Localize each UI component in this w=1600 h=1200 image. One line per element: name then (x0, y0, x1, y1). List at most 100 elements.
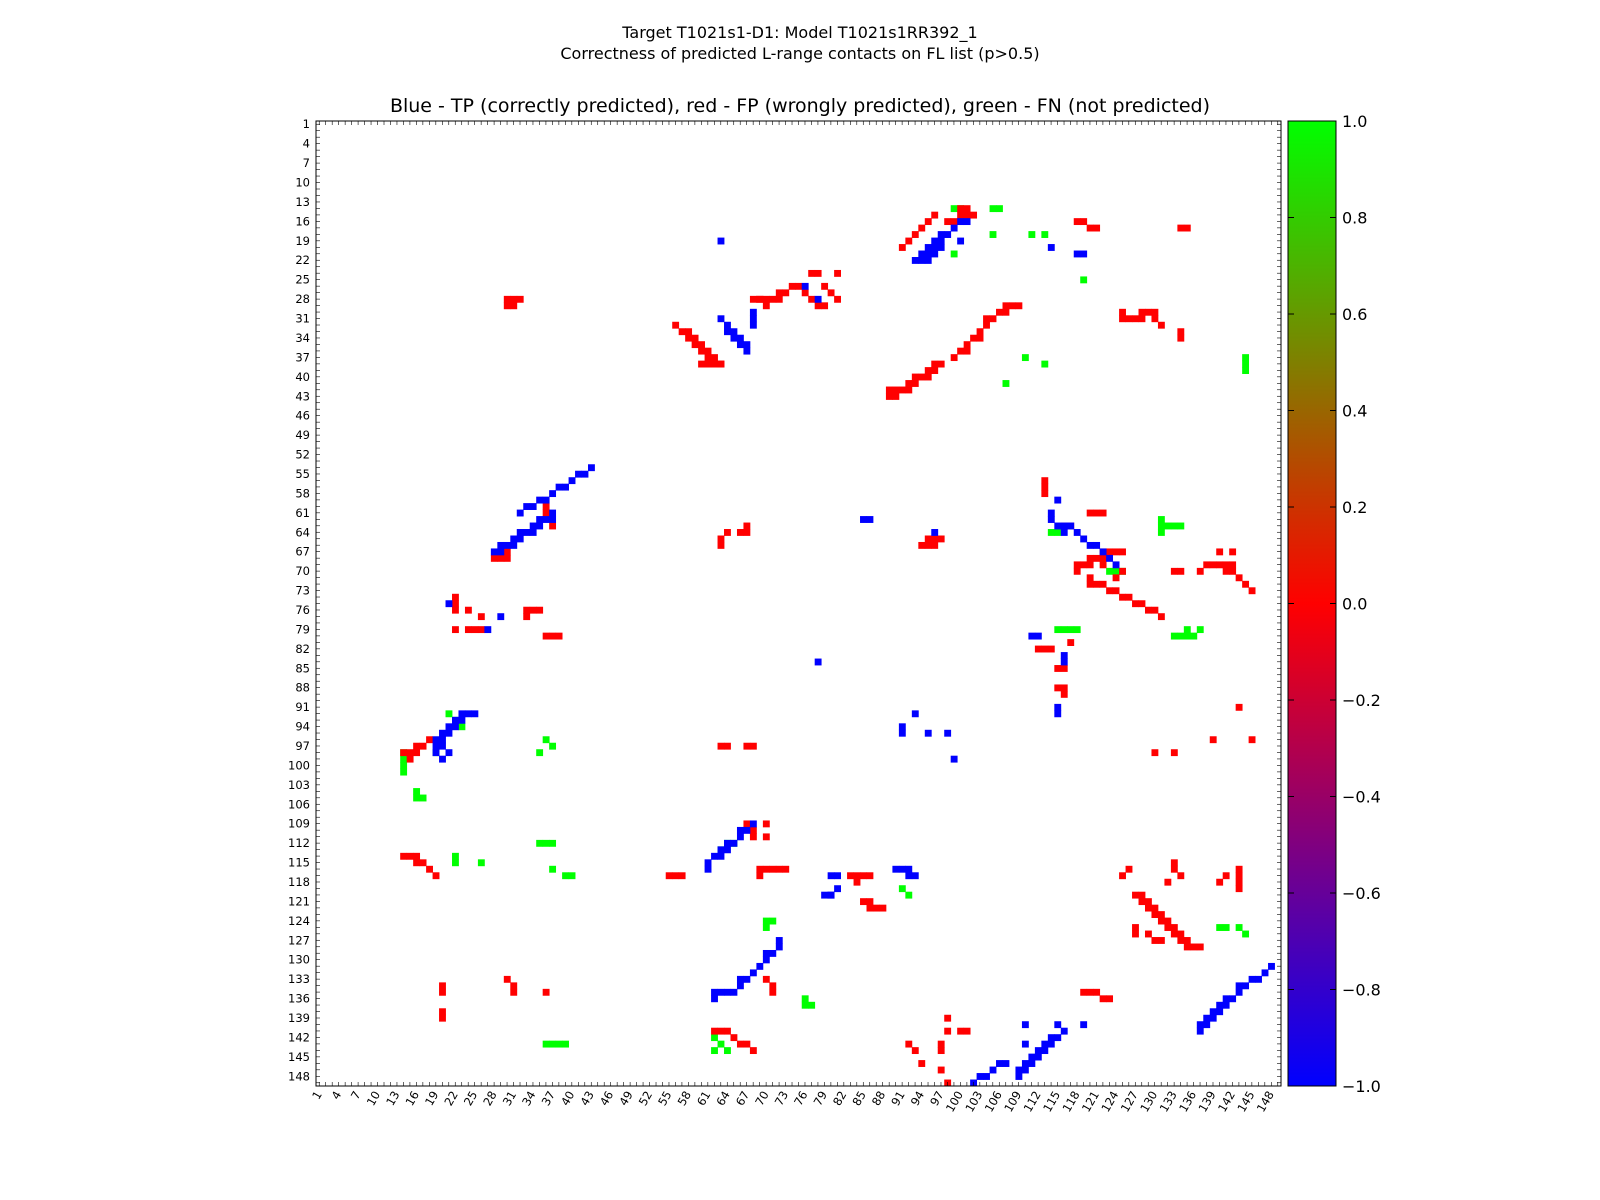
contact-cell-fp (937, 1047, 945, 1055)
contact-cell-fp (976, 334, 984, 342)
contact-cell-tp (1054, 1034, 1062, 1042)
contact-cell-tp (924, 729, 932, 737)
contact-cell-fp (1138, 315, 1146, 323)
contact-cell-fn (1157, 522, 1165, 530)
contact-cell-tp (743, 826, 751, 834)
contact-cell-fp (769, 982, 777, 990)
contact-cell-fp (1164, 924, 1172, 931)
contact-cell-fn (711, 1047, 718, 1055)
contact-cell-tp (471, 710, 479, 718)
contact-cell-tp (1255, 975, 1262, 983)
contact-cell-fp (432, 872, 440, 880)
contact-cell-tp (931, 237, 939, 245)
colorbar-tick-label: 0.6 (1342, 305, 1367, 324)
contact-cell-fp (1222, 561, 1230, 569)
contact-cell-tp (711, 988, 718, 996)
contact-cell-fp (1196, 567, 1204, 575)
contact-cell-tp (1047, 1040, 1055, 1048)
colorbar-tick-label: −1.0 (1342, 1077, 1381, 1096)
contact-cell-fn (1157, 529, 1165, 536)
contact-cell-fp (510, 982, 518, 990)
contact-cell-fp (439, 1008, 446, 1016)
contact-cell-fp (1132, 930, 1139, 938)
contact-cell-tp (983, 1073, 990, 1080)
contact-cell-fn (1073, 626, 1081, 634)
contact-cell-fp (1235, 865, 1243, 873)
contact-cell-fp (1086, 509, 1094, 517)
contact-cell-tp (898, 865, 906, 873)
contact-cell-tp (1261, 969, 1269, 977)
contact-cell-tp (555, 483, 563, 491)
contact-cell-tp (801, 282, 809, 290)
contact-cell-tp (724, 328, 731, 336)
contact-cell-fp (1093, 580, 1101, 588)
contact-cell-tp (775, 943, 783, 951)
contact-cell-fp (1164, 917, 1172, 925)
y-tick-label: 19 (295, 234, 310, 248)
contact-cell-tp (497, 548, 505, 556)
contact-cell-fp (814, 269, 822, 277)
contact-cell-fp (724, 1027, 731, 1035)
contact-cell-tp (989, 1066, 997, 1074)
contact-cell-fp (892, 393, 900, 400)
contact-cell-tp (1021, 1040, 1029, 1048)
contact-cell-fp (1164, 878, 1172, 886)
contact-cell-fp (704, 360, 712, 368)
x-tick-label: 118 (1059, 1089, 1082, 1115)
contact-cell-fp (1144, 930, 1152, 938)
contact-cell-fp (510, 302, 518, 310)
contact-cell-fp (1060, 665, 1068, 672)
contact-cell-fp (1002, 302, 1010, 310)
contact-cell-fp (918, 224, 926, 232)
contact-cell-fp (853, 878, 861, 886)
contact-cell-fn (452, 859, 459, 867)
contact-cell-fp (1209, 561, 1217, 569)
contact-cell-fn (400, 768, 408, 776)
contact-cell-fn (400, 762, 408, 770)
contact-cell-fp (523, 606, 531, 614)
contact-cell-tp (717, 852, 725, 860)
contact-cell-fp (1093, 509, 1101, 517)
contact-cell-fp (1177, 334, 1185, 342)
x-tick-label: 106 (982, 1089, 1005, 1115)
contact-cell-fn (1112, 567, 1120, 575)
y-tick-label: 70 (295, 564, 310, 578)
contact-cell-tp (1047, 516, 1055, 523)
y-tick-label: 40 (295, 370, 310, 384)
contact-cell-fn (1067, 626, 1075, 634)
x-tick-label: 124 (1098, 1089, 1121, 1115)
contact-cell-fp (503, 554, 511, 562)
contact-cell-fp (1093, 224, 1101, 232)
contact-cell-fp (1235, 885, 1243, 893)
contact-cell-tp (516, 535, 524, 543)
contact-cell-tp (1034, 632, 1042, 640)
contact-cell-fp (937, 1040, 945, 1048)
contact-cell-fn (950, 250, 958, 258)
contact-cell-fn (1002, 380, 1010, 387)
contact-cell-fp (711, 1027, 718, 1035)
contact-cell-fp (439, 1014, 446, 1022)
contact-cell-fp (1086, 988, 1094, 996)
contact-cell-fn (1080, 276, 1088, 284)
contact-cell-fp (452, 626, 459, 634)
contact-cell-fp (1170, 859, 1178, 867)
contact-cell-fp (905, 386, 913, 394)
contact-cell-fp (1235, 872, 1243, 880)
contact-cell-fp (808, 295, 816, 303)
contact-cell-fp (983, 315, 990, 323)
contact-cell-fp (1060, 684, 1068, 692)
contact-cell-tp (1041, 1040, 1049, 1048)
contact-cell-tp (523, 529, 531, 536)
contact-cell-tp (1015, 1066, 1023, 1074)
contact-cell-fp (937, 1066, 945, 1074)
contact-cell-tp (439, 729, 446, 737)
x-tick-label: 19 (422, 1089, 441, 1109)
contact-cell-fp (1093, 988, 1101, 996)
y-tick-label: 61 (295, 506, 310, 520)
contact-cell-fp (1138, 898, 1146, 906)
contact-cell-fp (400, 749, 408, 757)
contact-cell-tp (730, 334, 738, 342)
contact-cell-fp (516, 295, 524, 303)
x-tick-label: 37 (539, 1089, 558, 1109)
contact-cell-fp (911, 231, 919, 238)
